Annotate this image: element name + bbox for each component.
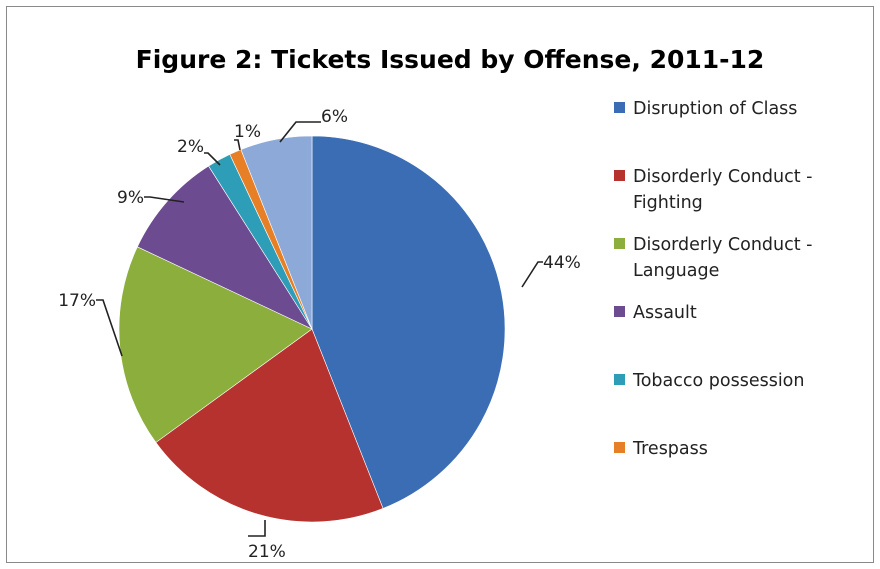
pie-slice-assault — [136, 165, 313, 330]
chart-title: Figure 2: Tickets Issued by Offense, 201… — [136, 45, 765, 74]
percent-label-trespass: 1% — [234, 122, 261, 142]
pie-slice-other — [240, 135, 313, 330]
legend-label-disorderly-conduct-language-line-2: Language — [633, 261, 719, 281]
pie-slices — [118, 135, 506, 523]
legend-label-disorderly-conduct-fighting-line-2: Fighting — [633, 193, 703, 213]
legend-swatch-assault — [614, 306, 625, 317]
legend-swatch-disruption-of-class — [614, 102, 625, 113]
percent-label-assault: 9% — [117, 188, 144, 208]
pie-slice-disorderly-conduct-fighting — [155, 328, 384, 523]
percent-label-disorderly-conduct-language: 17% — [58, 291, 96, 311]
percent-label-other: 6% — [321, 107, 348, 127]
leader-line-disorderly-conduct-fighting — [248, 520, 266, 537]
pie-slice-disruption-of-class — [311, 135, 506, 509]
legend-label-disorderly-conduct-fighting: Disorderly Conduct - — [633, 167, 812, 187]
legend-label-assault: Assault — [633, 303, 697, 323]
legend-swatch-disorderly-conduct-language — [614, 238, 625, 249]
legend-label-tobacco-possession: Tobacco possession — [632, 371, 804, 391]
leader-line-disorderly-conduct-language — [96, 299, 123, 357]
leader-line-tobacco-possession — [204, 152, 221, 166]
legend-swatch-trespass — [614, 442, 625, 453]
legend-label-disorderly-conduct-language: Disorderly Conduct - — [633, 235, 812, 255]
leader-line-trespass — [234, 139, 241, 151]
legend-swatch-disorderly-conduct-fighting — [614, 170, 625, 181]
legend-swatch-tobacco-possession — [614, 374, 625, 385]
pie-slice-disorderly-conduct-language — [118, 246, 313, 443]
label-leader-lines — [96, 121, 543, 537]
leader-line-assault — [144, 196, 185, 203]
percent-label-tobacco-possession: 2% — [177, 137, 204, 157]
leader-line-other — [279, 121, 321, 143]
legend-label-disruption-of-class: Disruption of Class — [633, 99, 797, 119]
legend: Disruption of Class Disorderly Conduct - F… — [614, 99, 812, 459]
leader-line-disruption-of-class — [521, 261, 543, 288]
percent-label-disruption-of-class: 44% — [543, 253, 581, 273]
percent-label-disorderly-conduct-fighting: 21% — [248, 542, 286, 562]
percent-labels: 44% 21% 17% 9% 2% 1% 6% — [58, 107, 581, 562]
legend-label-trespass: Trespass — [632, 439, 708, 459]
